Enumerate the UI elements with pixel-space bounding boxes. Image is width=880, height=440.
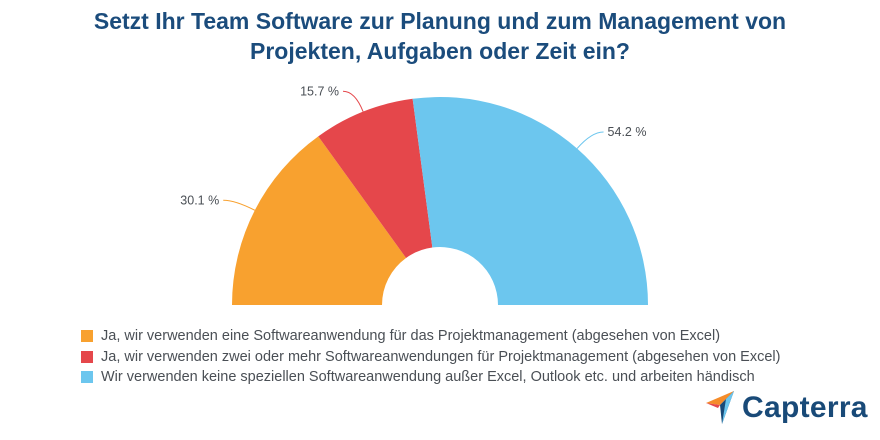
legend-swatch bbox=[81, 371, 93, 384]
leader-line-1 bbox=[223, 199, 256, 211]
legend-label: Wir verwenden keine speziellen Softwarea… bbox=[101, 369, 755, 386]
legend: Ja, wir verwenden eine Softwareanwendung… bbox=[81, 326, 780, 388]
data-label-1: 30.1 % bbox=[180, 193, 219, 207]
legend-item[interactable]: Ja, wir verwenden zwei oder mehr Softwar… bbox=[81, 347, 780, 368]
legend-swatch bbox=[81, 350, 93, 363]
slice-3[interactable] bbox=[412, 96, 648, 305]
title-line-1: Setzt Ihr Team Software zur Planung und … bbox=[93, 8, 787, 34]
title-line-2: Projekten, Aufgaben oder Zeit ein? bbox=[250, 38, 630, 64]
legend-item[interactable]: Ja, wir verwenden eine Softwareanwendung… bbox=[81, 326, 780, 347]
data-label-2: 15.7 % bbox=[300, 84, 339, 98]
legend-swatch bbox=[81, 330, 93, 343]
legend-label: Ja, wir verwenden eine Softwareanwendung… bbox=[101, 328, 721, 345]
logo-text: Capterra bbox=[742, 391, 868, 424]
slice-1[interactable] bbox=[232, 136, 407, 305]
leader-line-3 bbox=[576, 131, 604, 149]
capterra-arrow-icon bbox=[706, 391, 734, 424]
legend-label: Ja, wir verwenden zwei oder mehr Softwar… bbox=[101, 348, 781, 365]
capterra-logo: Capterra bbox=[706, 391, 868, 425]
data-label-3: 54.2 % bbox=[608, 125, 647, 139]
chart-title: Setzt Ihr Team Software zur Planung und … bbox=[0, 6, 880, 66]
legend-item[interactable]: Wir verwenden keine speziellen Softwarea… bbox=[81, 367, 780, 388]
slice-2[interactable] bbox=[318, 98, 433, 258]
leader-line-2 bbox=[342, 90, 364, 112]
